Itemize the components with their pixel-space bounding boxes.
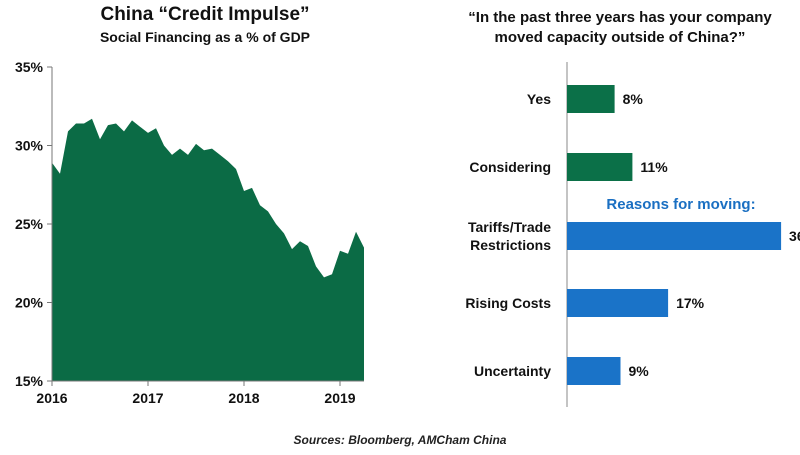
x-tick-label: 2018 <box>228 390 259 406</box>
right-chart-title-line1: “In the past three years has your compan… <box>468 9 772 26</box>
capacity-bar-chart: 8% Yes 11% Considering 36% Tariffs/Trade Restr… <box>465 62 800 407</box>
category-label: Yes <box>527 91 551 107</box>
bar-value-label: 11% <box>640 159 668 175</box>
category-label: Rising Costs <box>465 295 551 311</box>
bar <box>567 357 621 385</box>
y-tick-label: 35% <box>15 59 44 75</box>
x-tick-label: 2019 <box>324 390 355 406</box>
credit-impulse-area-chart: 15% 20% 25% 30% 35% 2016 2017 2018 2019 <box>15 59 364 406</box>
bar-value-label: 36% <box>789 228 800 244</box>
reasons-annotation: Reasons for moving: <box>606 196 755 213</box>
left-chart-title: China “Credit Impulse” <box>100 4 310 25</box>
right-chart-title-line2: moved capacity outside of China?” <box>494 29 746 46</box>
y-tick-label: 20% <box>15 295 44 311</box>
category-label: Considering <box>469 159 551 175</box>
x-tick-label: 2016 <box>36 390 67 406</box>
sources-note: Sources: Bloomberg, AMCham China <box>293 433 507 447</box>
bar <box>567 289 669 317</box>
bar-value-label: 8% <box>623 91 644 107</box>
left-chart-subtitle: Social Financing as a % of GDP <box>99 29 311 45</box>
category-label: Restrictions <box>470 237 551 253</box>
bar <box>567 222 782 250</box>
x-tick-label: 2017 <box>132 390 163 406</box>
category-label: Uncertainty <box>474 363 551 379</box>
bar-value-label: 17% <box>676 295 705 311</box>
bar-value-label: 9% <box>629 363 650 379</box>
y-tick-label: 25% <box>15 216 44 232</box>
bar <box>567 85 615 113</box>
y-tick-label: 30% <box>15 138 44 154</box>
bar <box>567 153 633 181</box>
right-chart-title: “In the past three years has your compan… <box>440 8 800 48</box>
category-label: Tariffs/Trade <box>468 219 551 235</box>
credit-impulse-area <box>52 118 364 382</box>
y-tick-label: 15% <box>15 373 44 389</box>
